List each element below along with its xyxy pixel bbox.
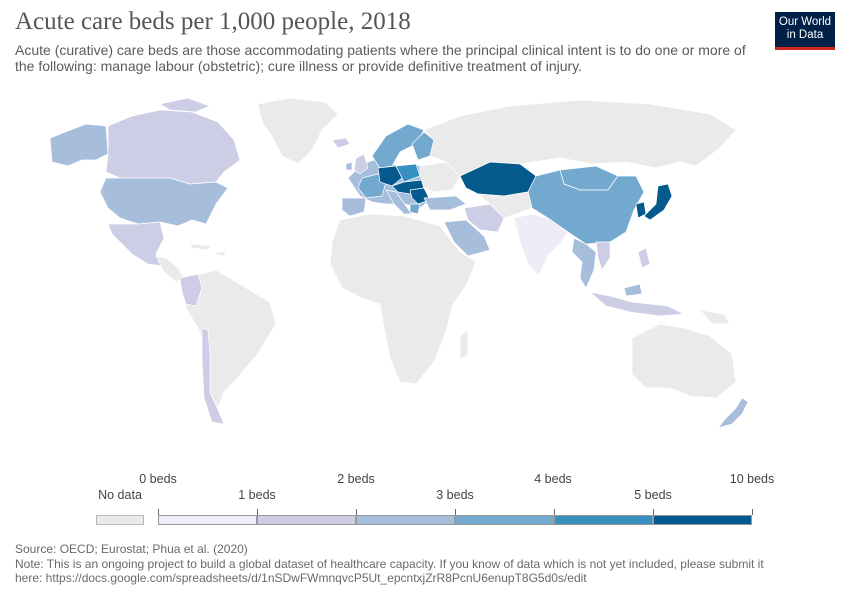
- region-caribbean: [189, 243, 227, 257]
- legend-label-5-beds: 5 beds: [634, 488, 672, 502]
- legend-bin-0-1[interactable]: [158, 515, 257, 525]
- footer: Source: OECD; Eurostat; Phua et al. (202…: [15, 542, 835, 586]
- country-japan[interactable]: [643, 183, 673, 221]
- country-mexico[interactable]: [107, 221, 165, 267]
- country-india[interactable]: [513, 213, 569, 277]
- country-spain-portugal[interactable]: [341, 197, 367, 217]
- legend-no-data-label: No data: [98, 488, 142, 502]
- country-usa[interactable]: [99, 177, 229, 227]
- country-papua-new-guinea: [699, 309, 731, 325]
- logo-line-1: Our World: [778, 16, 832, 28]
- logo-red-bar: [775, 47, 835, 50]
- note-line-1: Note: This is an ongoing project to buil…: [15, 556, 764, 571]
- legend-label-2-beds: 2 beds: [337, 472, 375, 486]
- country-colombia[interactable]: [179, 273, 203, 307]
- legend-label-1-beds: 1 beds: [238, 488, 276, 502]
- legend-no-data-swatch[interactable]: [96, 515, 144, 525]
- legend-bin-5-10[interactable]: [653, 515, 752, 525]
- world-map: [49, 97, 749, 429]
- country-canada[interactable]: [105, 109, 241, 185]
- legend-tick: [158, 509, 159, 515]
- region-central-asia-other: [477, 191, 533, 219]
- legend-tick: [356, 509, 357, 515]
- country-philippines[interactable]: [637, 247, 651, 269]
- country-usa-alaska[interactable]: [49, 123, 109, 167]
- country-russia[interactable]: [423, 99, 737, 177]
- legend-bin-1-2[interactable]: [257, 515, 356, 525]
- country-madagascar: [459, 329, 469, 361]
- country-greenland[interactable]: [257, 97, 339, 165]
- chart-subtitle: Acute (curative) care beds are those acc…: [15, 42, 746, 74]
- note-line-2[interactable]: here: https://docs.google.com/spreadshee…: [15, 571, 587, 585]
- country-turkey[interactable]: [423, 195, 467, 211]
- source-text: Source: OECD; Eurostat; Phua et al. (202…: [15, 542, 248, 556]
- country-saudi-arabia[interactable]: [443, 219, 491, 257]
- legend-label-0-beds: 0 beds: [139, 472, 177, 486]
- legend-label-3-beds: 3 beds: [436, 488, 474, 502]
- country-poland-czech[interactable]: [395, 163, 421, 183]
- country-france[interactable]: [357, 173, 387, 199]
- legend: No data 0 beds 2 beds 4 beds 10 beds 1 b…: [0, 470, 850, 530]
- legend-tick: [554, 509, 555, 515]
- legend-bin-4-5[interactable]: [554, 515, 653, 525]
- country-new-zealand[interactable]: [717, 397, 749, 429]
- country-germany[interactable]: [377, 165, 403, 187]
- country-uk[interactable]: [353, 153, 369, 175]
- legend-label-10-beds: 10 beds: [729, 472, 775, 486]
- country-thailand-myanmar[interactable]: [571, 237, 597, 289]
- legend-tick: [257, 509, 258, 515]
- country-vietnam[interactable]: [595, 241, 611, 271]
- country-ireland[interactable]: [345, 161, 353, 171]
- legend-label-4-beds: 4 beds: [534, 472, 572, 486]
- canada-arctic-islands: [159, 97, 211, 113]
- country-greece[interactable]: [409, 203, 421, 215]
- legend-tick: [455, 509, 456, 515]
- chart-title: Acute care beds per 1,000 people, 2018: [15, 8, 411, 35]
- legend-tick: [653, 509, 654, 515]
- country-australia[interactable]: [631, 323, 737, 399]
- legend-bin-3-4[interactable]: [455, 515, 554, 525]
- country-malaysia[interactable]: [623, 283, 643, 297]
- country-italy[interactable]: [385, 189, 413, 215]
- legend-bin-2-3[interactable]: [356, 515, 455, 525]
- region-south-america: [183, 269, 277, 409]
- legend-tick: [752, 509, 753, 515]
- region-africa: [329, 213, 477, 385]
- country-chile[interactable]: [201, 327, 225, 425]
- country-indonesia[interactable]: [589, 291, 685, 317]
- country-iceland[interactable]: [331, 137, 351, 149]
- owid-logo[interactable]: Our World in Data: [775, 12, 835, 50]
- logo-line-2: in Data: [786, 28, 824, 41]
